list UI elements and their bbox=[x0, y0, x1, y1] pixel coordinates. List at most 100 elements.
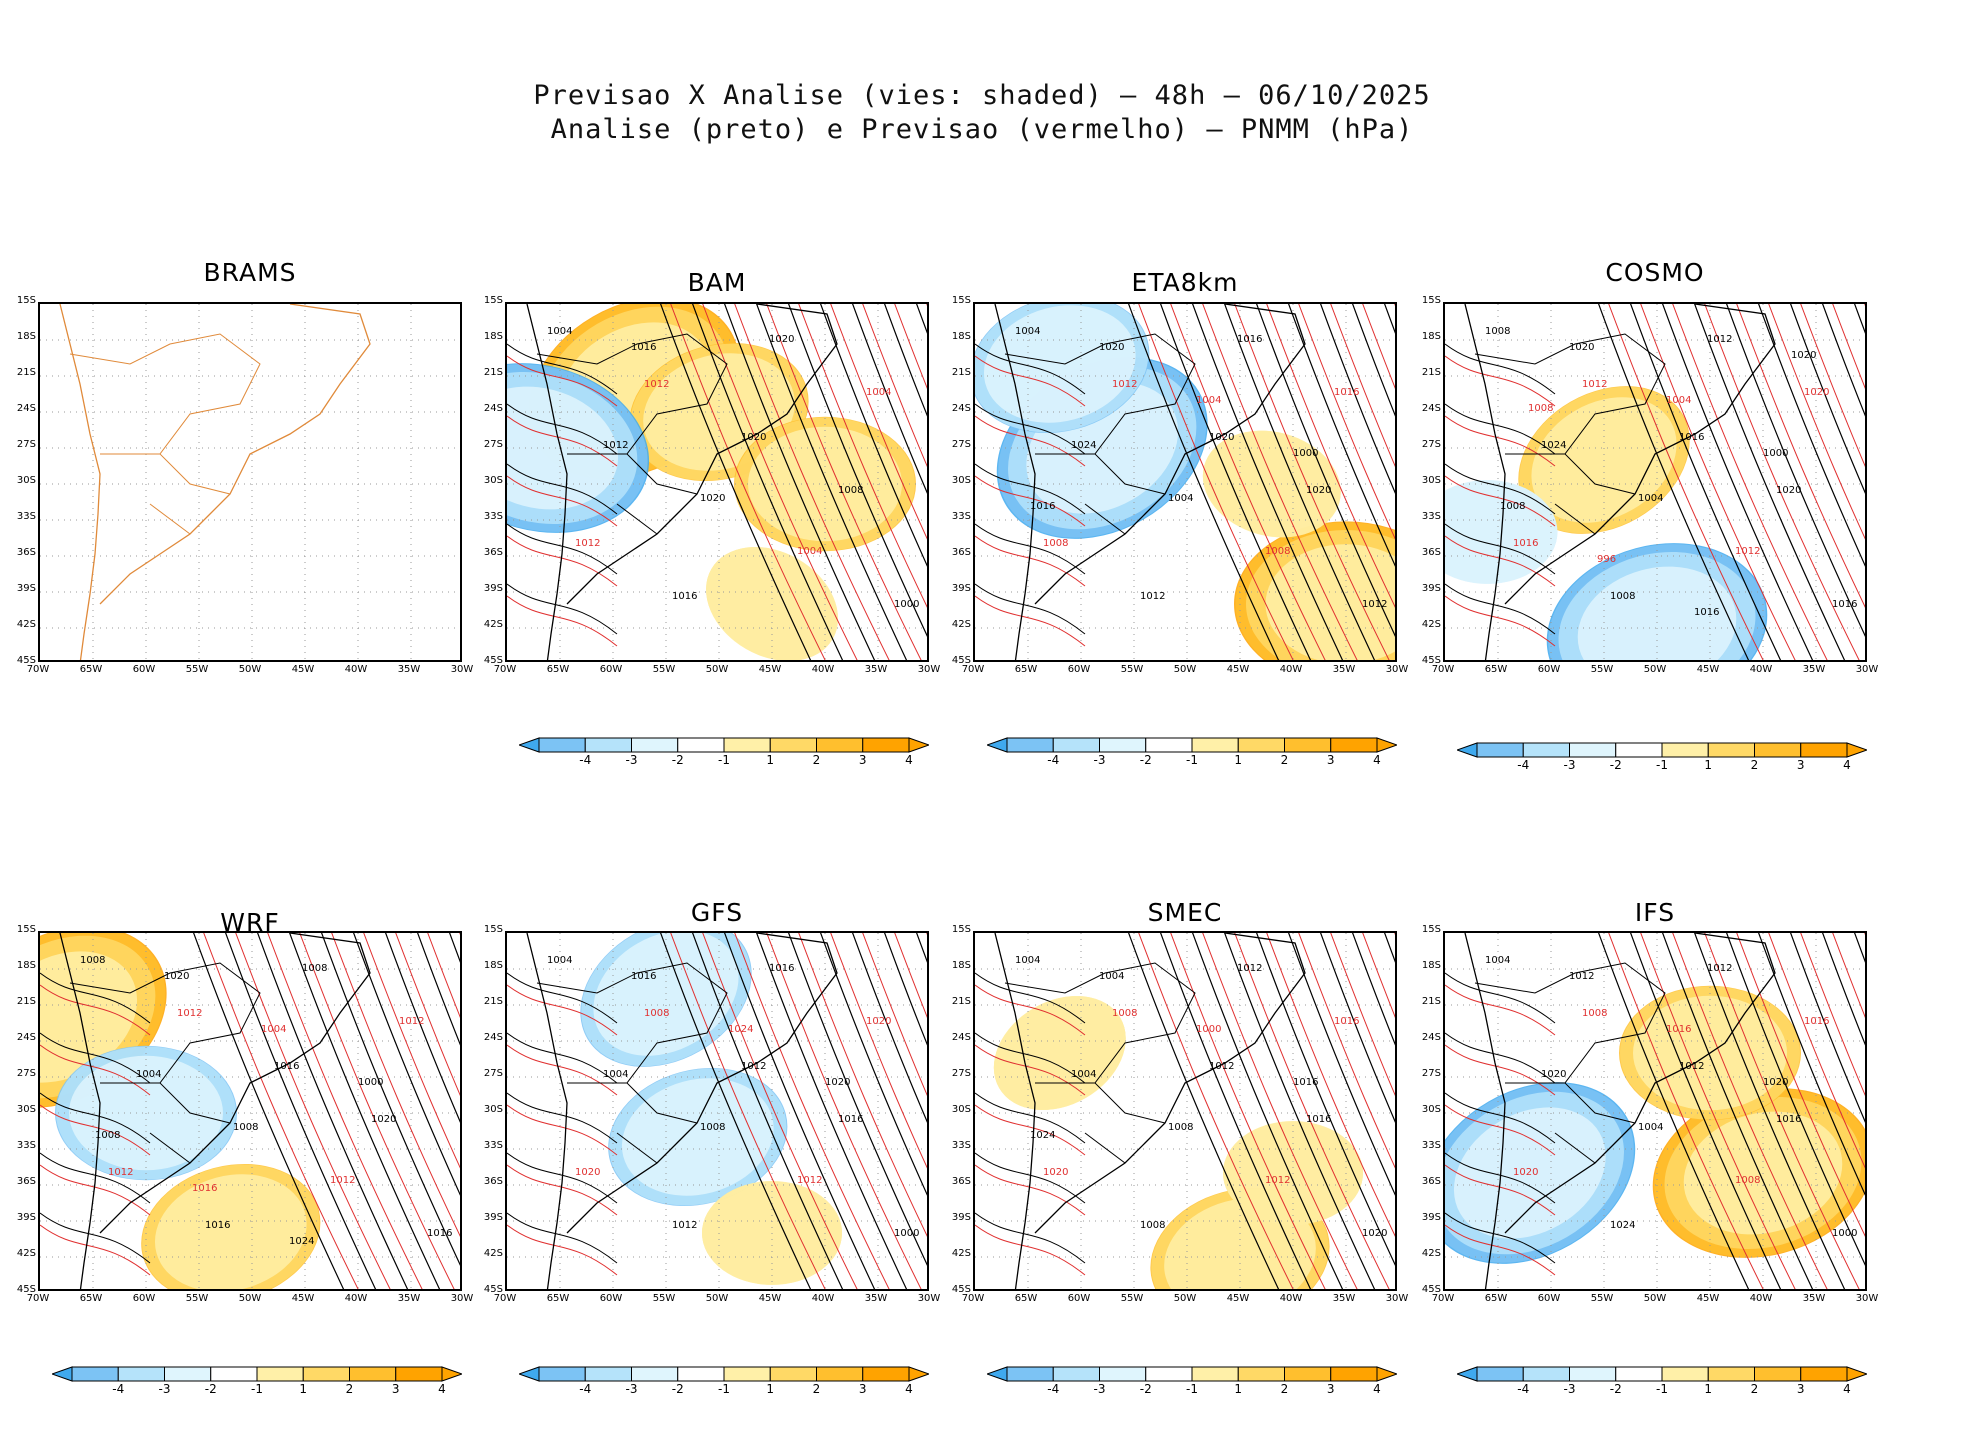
contour-label: 1000 bbox=[1196, 1024, 1221, 1035]
lon-tick-label: 65W bbox=[546, 664, 570, 675]
colorbar-segment bbox=[677, 737, 725, 753]
lon-tick-label: 65W bbox=[546, 1293, 570, 1304]
lat-tick-label: 27S bbox=[483, 1068, 503, 1079]
colorbar-tick-label: 1 bbox=[299, 1382, 308, 1396]
contour-label: 1004 bbox=[1168, 493, 1193, 504]
colorbar-segment bbox=[1754, 742, 1802, 758]
map-canvas-brams bbox=[40, 304, 460, 660]
lon-tick-label: 50W bbox=[705, 664, 729, 675]
graticule bbox=[975, 933, 1395, 1289]
graticule bbox=[1445, 933, 1865, 1289]
lat-tick-label: 24S bbox=[483, 403, 503, 414]
lat-tick-label: 18S bbox=[1421, 960, 1441, 971]
lon-tick-label: 60W bbox=[132, 1293, 156, 1304]
contour-label: 1020 bbox=[866, 1016, 891, 1027]
contour-label: 1008 bbox=[1168, 1122, 1193, 1133]
contour-label: 1016 bbox=[192, 1183, 217, 1194]
colorbar-tick-label: -4 bbox=[1517, 758, 1530, 772]
contour-label: 1012 bbox=[1582, 379, 1607, 390]
lon-tick-label: 65W bbox=[79, 1293, 103, 1304]
colorbar-segment bbox=[349, 1366, 397, 1382]
lon-tick-label: 30W bbox=[450, 664, 474, 675]
contour-label: 1016 bbox=[1306, 1114, 1331, 1125]
graticule bbox=[975, 304, 1395, 660]
contour-label: 1016 bbox=[1293, 1077, 1318, 1088]
lon-tick-label: 55W bbox=[1120, 1293, 1144, 1304]
lon-tick-label: 40W bbox=[1749, 664, 1773, 675]
lon-tick-label: 40W bbox=[344, 1293, 368, 1304]
lat-tick-label: 15S bbox=[16, 924, 36, 935]
contour-label: 1012 bbox=[1679, 1061, 1704, 1072]
colorbar-tick-label: 4 bbox=[1843, 758, 1851, 772]
lon-tick-label: 45W bbox=[1696, 1293, 1720, 1304]
colorbar-segment bbox=[1476, 1366, 1524, 1382]
colorbar-segment bbox=[862, 737, 910, 753]
lat-tick-label: 15S bbox=[483, 295, 503, 306]
colorbar-tick-label: -3 bbox=[1563, 1382, 1576, 1396]
lon-tick-label: 40W bbox=[1749, 1293, 1773, 1304]
contour-label: 1020 bbox=[1043, 1167, 1068, 1178]
lon-tick-label: 70W bbox=[1431, 664, 1455, 675]
lat-tick-label: 33S bbox=[1421, 511, 1441, 522]
lat-tick-label: 15S bbox=[1421, 924, 1441, 935]
colorbar-tick-label: 3 bbox=[1326, 1382, 1335, 1396]
coastline bbox=[526, 304, 838, 660]
lon-tick-label: 60W bbox=[1067, 664, 1091, 675]
panel-title-bam: BAM bbox=[687, 268, 747, 297]
colorbar-tick-label: 3 bbox=[1796, 758, 1805, 772]
contour-label: 1016 bbox=[838, 1114, 863, 1125]
contour-label: 1004 bbox=[547, 326, 572, 337]
bias-blob bbox=[154, 1174, 307, 1289]
contour-label: 1016 bbox=[672, 591, 697, 602]
contour-label: 1012 bbox=[1112, 379, 1137, 390]
lon-tick-label: 60W bbox=[599, 1293, 623, 1304]
colorbar-tick-label: -1 bbox=[251, 1382, 263, 1396]
lon-tick-label: 65W bbox=[1014, 1293, 1038, 1304]
lon-tick-label: 30W bbox=[1855, 664, 1879, 675]
lat-tick-label: 30S bbox=[1421, 475, 1441, 486]
lat-tick-label: 30S bbox=[483, 475, 503, 486]
colorbar-tick-label: 1 bbox=[1234, 753, 1243, 767]
contour-label: 1008 bbox=[1265, 546, 1290, 557]
lat-tick-label: 33S bbox=[483, 1140, 503, 1151]
colorbar-segment bbox=[1800, 742, 1848, 758]
lon-tick-label: 40W bbox=[811, 1293, 835, 1304]
contour-label: 1008 bbox=[80, 955, 105, 966]
lat-tick-label: 21S bbox=[16, 996, 36, 1007]
lat-tick-label: 45S bbox=[951, 1284, 971, 1295]
contour-label: 1020 bbox=[1306, 485, 1331, 496]
colorbar-tick-label: 2 bbox=[1280, 753, 1289, 767]
contour-label: 1020 bbox=[1099, 342, 1124, 353]
contour-label: 1016 bbox=[1694, 607, 1719, 618]
colorbar-segment bbox=[1237, 737, 1285, 753]
contour-label: 1020 bbox=[1804, 387, 1829, 398]
map-bam: 1004 1012 1020 1008 1012 1016 1020 1004 1012 1020… bbox=[505, 302, 929, 662]
colorbar-ifs: -4 -3 -2 -1 1 2 3 4 bbox=[1455, 1366, 1869, 1400]
lat-tick-label: 30S bbox=[483, 1104, 503, 1115]
contour-label: 1012 bbox=[575, 538, 600, 549]
contour-label: 1012 bbox=[672, 1220, 697, 1231]
lon-tick-label: 30W bbox=[1385, 1293, 1409, 1304]
lon-tick-label: 60W bbox=[1067, 1293, 1091, 1304]
lon-tick-label: 35W bbox=[1802, 664, 1826, 675]
lon-tick-label: 55W bbox=[1590, 1293, 1614, 1304]
colorbar-segment bbox=[256, 1366, 304, 1382]
contour-label: 1012 bbox=[1735, 546, 1760, 557]
colorbar-segment bbox=[769, 737, 817, 753]
contour-label: 1016 bbox=[1679, 432, 1704, 443]
lat-tick-label: 42S bbox=[483, 619, 503, 630]
colorbar-segment bbox=[1237, 1366, 1285, 1382]
coastline bbox=[59, 304, 371, 660]
colorbar-tick-label: 4 bbox=[1373, 753, 1381, 767]
contour-label: 1012 bbox=[1362, 599, 1387, 610]
colorbar-tick-label: -1 bbox=[1186, 1382, 1198, 1396]
contour-label: 1016 bbox=[1804, 1016, 1829, 1027]
colorbar-segment bbox=[1661, 1366, 1709, 1382]
colorbar-segment bbox=[1330, 1366, 1378, 1382]
colorbar-tick-label: 1 bbox=[766, 1382, 775, 1396]
contour-label: 1020 bbox=[1791, 350, 1816, 361]
figure-title-line2: Analise (preto) e Previsao (vermelho) — … bbox=[550, 114, 1414, 145]
colorbar-segment bbox=[1145, 737, 1193, 753]
lat-tick-label: 36S bbox=[16, 547, 36, 558]
contour-label: 1024 bbox=[1071, 440, 1096, 451]
